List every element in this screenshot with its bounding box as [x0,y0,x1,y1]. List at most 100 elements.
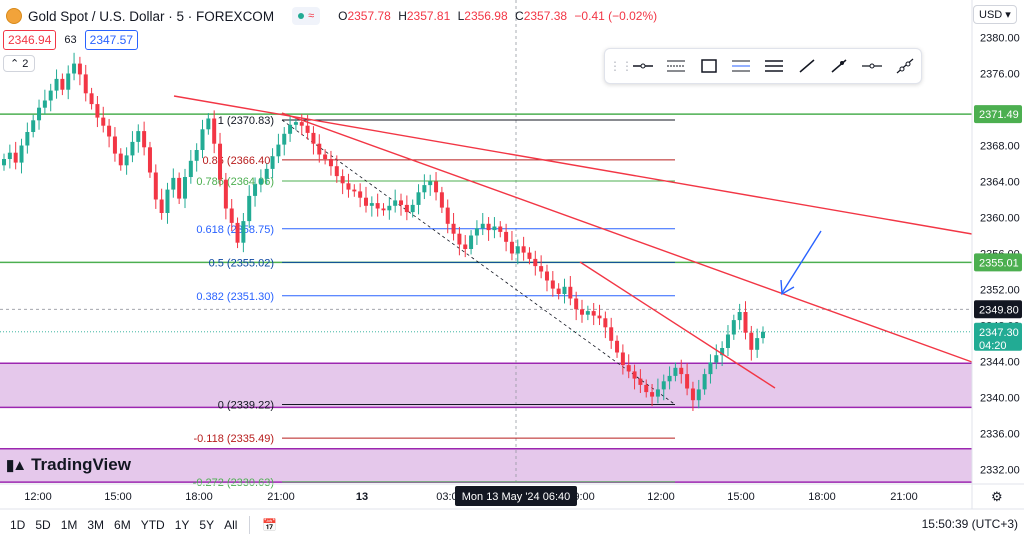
horizontal-ray-tool[interactable] [856,51,889,81]
x-tick-label: 13 [356,491,368,503]
extended-line-tool[interactable] [888,51,921,81]
fib-label--0.272: -0.272 (2330.63) [193,477,274,489]
candle-body [142,131,147,148]
rectangle-tool[interactable] [692,51,725,81]
fib-retracement-tool[interactable] [660,51,693,81]
clock: 15:50:39 (UTC+3) [921,517,1018,531]
candle-body [346,183,351,190]
price-label-3: 2347.30 [979,327,1019,339]
timeframe-1m[interactable]: 1M [60,518,78,532]
candle-body [334,166,339,177]
calendar-icon[interactable]: 📅 [262,518,278,532]
tradingview-mark-icon: ▮▲ [6,457,27,474]
candle-body [159,199,164,213]
candle-body [679,367,684,375]
x-tick-label: 12:00 [24,491,52,503]
timeframe-6m[interactable]: 6M [114,518,131,532]
timeframe-bar: 1D 5D 1M 3M 6M YTD 1Y 5Y All 📅 [0,509,1024,541]
y-tick-label: 2376.00 [980,69,1020,81]
candle-body [696,389,701,401]
trendline-2 [579,261,776,389]
candle-body [650,392,655,397]
candle-body [504,231,509,242]
timeframe-ytd[interactable]: YTD [140,518,165,532]
candle-body [276,144,281,157]
x-tick-label: 18:00 [185,491,213,503]
candle-body [527,252,532,259]
collapse-indicators-button[interactable]: ⌃ 2 [3,55,36,72]
candle-body [206,118,211,130]
buy-price-button[interactable]: 2347.57 [84,30,139,50]
parallel-channel-tool[interactable] [725,51,758,81]
currency-select[interactable]: USD ▾ [973,5,1017,24]
candle-body [363,197,368,206]
candle-body [282,133,287,145]
candle-body [720,348,725,356]
candle-body [194,150,199,161]
candle-body [661,381,666,390]
price-label-box-0 [974,105,1022,124]
candle-body [218,143,223,180]
candle-body [247,195,252,222]
candle-body [293,122,298,125]
drag-handle-icon[interactable]: ⋮⋮ [609,59,633,73]
candle-body [171,177,176,190]
candle-body [317,143,322,155]
candle-body [685,374,690,389]
change-value: −0.41 (−0.02%) [574,9,658,23]
x-tick-label: 18:00 [808,491,836,503]
trend-line-tool[interactable] [790,51,823,81]
candle-body [439,192,444,208]
x-tick-label: 15:00 [727,491,755,503]
symbol-title[interactable]: Gold Spot / U.S. Dollar · 5 · FOREXCOM [28,8,275,24]
candle-body [54,78,59,91]
lines-tool[interactable] [758,51,791,81]
candle-body [544,271,549,281]
market-open-dot-icon [298,13,305,19]
timeframe-all[interactable]: All [224,518,238,532]
candle-body [498,226,503,232]
candle-body [264,168,269,179]
candle-body [288,124,293,134]
candle-body [212,118,217,144]
ray-tool[interactable] [823,51,856,81]
fib-label-0.86: 0.86 (2366.40) [202,155,274,167]
candle-body [580,309,585,315]
candle-body [550,280,555,289]
candle-body [702,374,707,390]
price-label-box-3 [974,322,1022,351]
settings-gear-icon[interactable]: ⚙ [991,489,1003,504]
annotation-arrow [781,230,822,294]
y-tick-label: 2380.00 [980,33,1020,45]
tradingview-logo: ▮▲ TradingView [6,455,131,474]
candle-body [667,375,672,382]
candle-body [673,367,678,376]
candle-body [533,258,538,267]
timeframe-1d[interactable]: 1D [10,518,26,532]
horizontal-line-tool[interactable] [627,51,660,81]
candle-body [235,222,240,243]
candle-body [229,208,234,223]
y-tick-label: 2364.00 [980,177,1020,189]
candle-body [89,93,94,105]
market-status[interactable]: ≈ [292,7,321,25]
fib-label-0.382: 0.382 (2351.30) [196,291,274,303]
timeframe-3m[interactable]: 3M [87,518,105,532]
timeframe-5y[interactable]: 5Y [199,518,215,532]
timeframe-1y[interactable]: 1Y [174,518,190,532]
candle-body [737,312,742,321]
fib-label-0: 0 (2339.22) [218,400,274,412]
sell-price-button[interactable]: 2346.94 [3,30,57,50]
candle-body [375,203,380,209]
candle-body [37,107,42,121]
candle-body [270,156,275,169]
timeframe-5d[interactable]: 5D [35,518,51,532]
candle-body [609,327,614,341]
candle-body [118,153,123,166]
y-tick-label: 2332.00 [980,465,1020,477]
spread-value: 63 [64,34,77,46]
candle-body [340,176,345,184]
x-tick-label: 21:00 [890,491,918,503]
candle-body [655,389,660,397]
